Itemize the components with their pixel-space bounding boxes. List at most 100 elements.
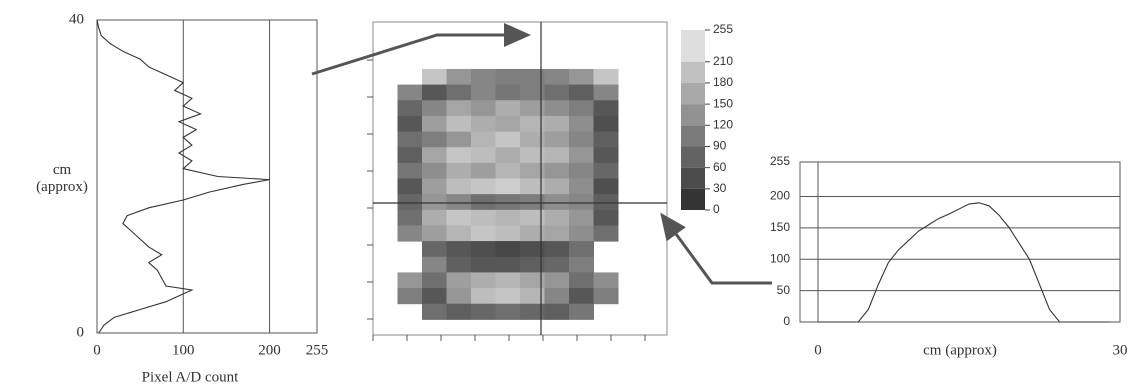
heat-cell [520, 241, 545, 258]
image-frame [372, 21, 668, 336]
heat-cell [520, 225, 545, 242]
heat-cell [471, 288, 496, 305]
colorbar-band [681, 188, 705, 210]
heat-cell [495, 115, 521, 133]
heat-cell [422, 100, 447, 117]
heat-cell [446, 303, 472, 320]
heat-cell [397, 162, 423, 179]
heat-cell [446, 178, 472, 195]
heat-cell [397, 147, 423, 164]
heat-cell [422, 256, 447, 273]
colorbar-band [681, 104, 705, 126]
heat-cell [569, 84, 594, 101]
heat-cell [544, 288, 570, 305]
y-tick-label: 50 [777, 283, 791, 297]
heat-cell [446, 131, 472, 148]
heat-cell [569, 241, 594, 258]
heat-cell [495, 100, 521, 117]
x-axis-label: Pixel A/D count [142, 369, 239, 385]
heat-cell [397, 225, 423, 242]
colorbar-tick-label: 30 [713, 181, 727, 195]
heat-cell [446, 68, 472, 86]
heat-cell [593, 194, 619, 211]
heat-cell [544, 68, 570, 86]
heat-cell [422, 303, 447, 320]
heat-cell [520, 100, 545, 117]
x-axis-label: cm (approx) [923, 342, 997, 358]
heat-cell [520, 68, 545, 86]
heat-cell [471, 225, 496, 242]
colorbar-tick-label: 150 [713, 96, 733, 110]
y-tick-label: 0 [77, 324, 85, 340]
heat-cell [569, 194, 594, 211]
colorbar-band [681, 61, 705, 83]
plot-frame [96, 19, 318, 334]
heat-cell [520, 84, 545, 101]
heat-cell [569, 100, 594, 117]
heat-cell [593, 162, 619, 179]
heat-cell [471, 68, 496, 86]
heat-cell [495, 209, 521, 226]
heat-cell [520, 209, 545, 226]
heat-cell [446, 241, 472, 258]
heat-cell [495, 162, 521, 179]
colorbar-band [681, 30, 705, 62]
y-tick-label: 150 [770, 220, 790, 234]
heat-cell [397, 194, 423, 211]
heat-cell [471, 256, 496, 273]
heat-cell [397, 288, 423, 305]
heat-cell [397, 209, 423, 226]
heat-cell [397, 178, 423, 195]
heat-cell [544, 162, 570, 179]
x-tick-label: 0 [93, 342, 101, 358]
heat-cell [422, 162, 447, 179]
y-axis-label-box: cm (approx) [36, 162, 88, 195]
heat-cell [569, 178, 594, 195]
heat-cell [397, 115, 423, 133]
heat-cell [422, 131, 447, 148]
profile-line [96, 19, 270, 334]
heat-cell [471, 84, 496, 101]
x-tick-label: 30 [1113, 342, 1128, 358]
heat-cell [593, 178, 619, 195]
colorbar-band [681, 125, 705, 147]
heat-cell [422, 288, 447, 305]
y-tick-label: 0 [783, 314, 790, 328]
profile-line [818, 202, 1110, 323]
arrow-to-left-profile [311, 23, 531, 76]
heat-cell [471, 100, 496, 117]
plot-frame [799, 161, 1121, 323]
heat-cell [544, 131, 570, 148]
y-tick-label: 255 [770, 154, 790, 168]
heat-cell [544, 100, 570, 117]
heat-cell [495, 241, 521, 258]
heat-cell [569, 209, 594, 226]
colorbar-tick-label: 60 [713, 160, 727, 174]
heat-cell [422, 241, 447, 258]
heat-cell [422, 272, 447, 289]
heat-cell [593, 209, 619, 226]
heat-cell [569, 68, 594, 86]
heat-cell [520, 194, 545, 211]
x-tick-label: 255 [306, 342, 329, 358]
heat-cell [520, 178, 545, 195]
heat-cell [520, 272, 545, 289]
heat-cell [446, 225, 472, 242]
heat-cell [397, 272, 423, 289]
heat-cell [544, 147, 570, 164]
heat-cell [544, 115, 570, 133]
heat-cell [397, 100, 423, 117]
heat-cell [593, 84, 619, 101]
heat-cell [471, 241, 496, 258]
heat-cell [544, 272, 570, 289]
x-tick-label: 200 [258, 342, 281, 358]
heat-cell [495, 178, 521, 195]
heat-cell [593, 115, 619, 133]
heat-cell [446, 256, 472, 273]
heat-cell [495, 303, 521, 320]
x-tick-label: 100 [172, 342, 195, 358]
colorbar-tick-label: 210 [713, 54, 733, 68]
heat-cell [569, 288, 594, 305]
